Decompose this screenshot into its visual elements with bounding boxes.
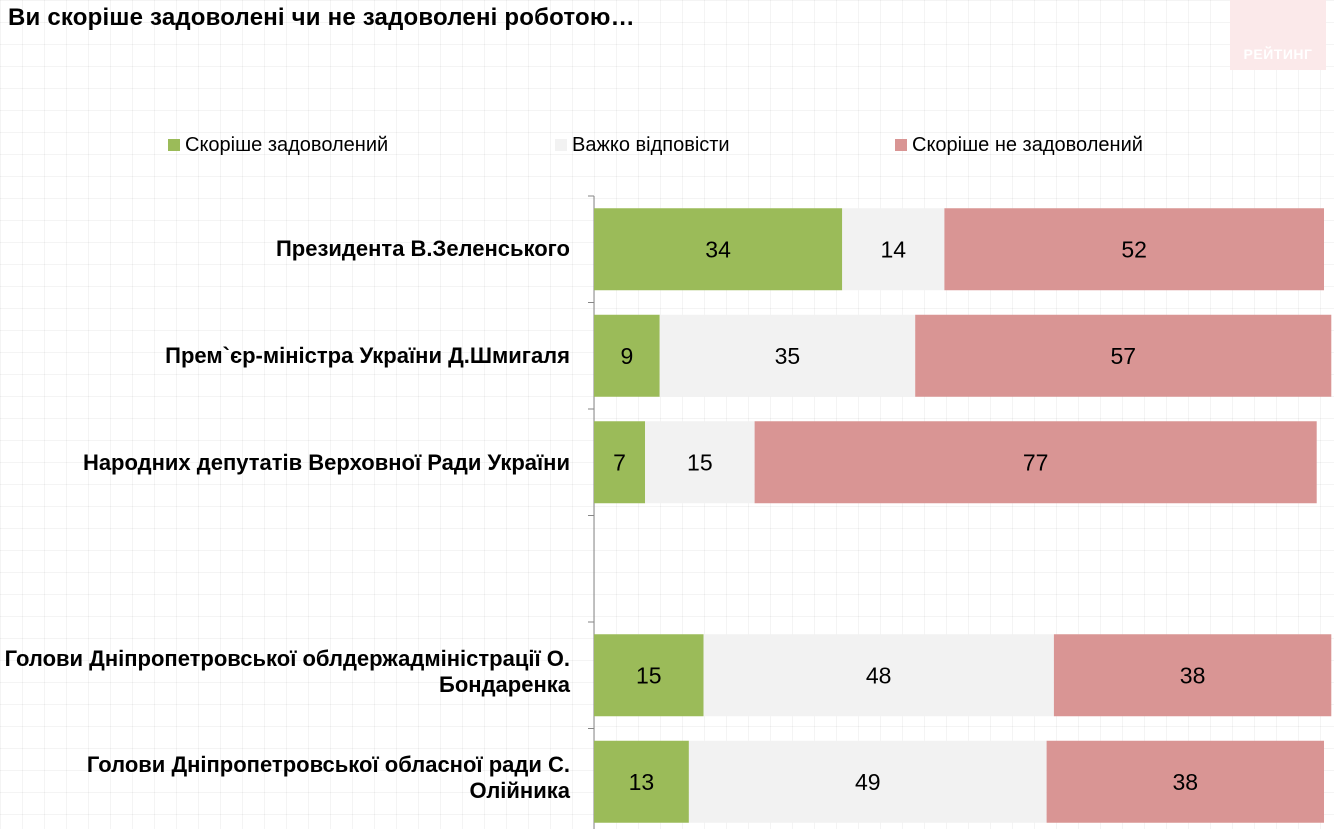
legend-label-satisfied: Скоріше задоволений xyxy=(185,133,389,156)
bar-not-satisfied xyxy=(754,421,1317,504)
legend-label-hard-to-say: Важко відповісти xyxy=(572,133,730,156)
bar-hard-to-say xyxy=(703,634,1054,717)
bar-hard-to-say xyxy=(842,208,945,291)
category-label-deputies: Народних депутатів Верховної Ради Україн… xyxy=(82,450,570,475)
bar-hard-to-say xyxy=(645,421,755,504)
bar-satisfied xyxy=(594,740,689,823)
bar-not-satisfied xyxy=(944,208,1324,291)
legend-item-not-satisfied: Скоріше не задоволений xyxy=(895,134,1143,156)
bar-value-label: 49 xyxy=(855,769,881,795)
legend-label-not-satisfied: Скоріше не задоволений xyxy=(912,133,1143,156)
bar-value-label: 52 xyxy=(1121,236,1147,262)
bar-not-satisfied xyxy=(915,314,1332,397)
bar-value-label: 7 xyxy=(613,449,626,475)
category-label-oliynyk: Голови Дніпропетровської обласної ради С… xyxy=(86,752,570,803)
bar-value-label: 34 xyxy=(705,236,731,262)
chart-title: Ви скоріше задоволені чи не задоволені р… xyxy=(8,4,635,31)
bar-not-satisfied xyxy=(1046,740,1324,823)
bar-value-label: 13 xyxy=(629,769,655,795)
bar-value-label: 77 xyxy=(1023,449,1049,475)
bar-value-label: 48 xyxy=(866,662,892,688)
legend-swatch-not-satisfied xyxy=(895,139,907,151)
category-label-shmyhal: Прем`єр-міністра України Д.Шмигаля xyxy=(165,343,570,368)
category-label-bondarenko: Голови Дніпропетровської облдержадмініст… xyxy=(4,646,570,697)
category-label-zelensky: Президента В.Зеленського xyxy=(275,236,570,261)
bar-value-label: 15 xyxy=(687,449,713,475)
bar-value-label: 35 xyxy=(775,343,801,369)
bar-hard-to-say xyxy=(659,314,916,397)
logo-text: РЕЙТИНГ xyxy=(1243,46,1313,62)
bar-value-label: 38 xyxy=(1180,662,1206,688)
bar-value-label: 38 xyxy=(1173,769,1199,795)
legend-swatch-hard-to-say xyxy=(555,139,567,151)
bar-satisfied xyxy=(594,314,660,397)
legend-item-hard-to-say: Важко відповісти xyxy=(555,134,730,156)
bar-value-label: 14 xyxy=(881,236,907,262)
bar-satisfied xyxy=(594,208,843,291)
legend-swatch-satisfied xyxy=(168,139,180,151)
bar-value-label: 15 xyxy=(636,662,662,688)
bar-hard-to-say xyxy=(688,740,1047,823)
bar-value-label: 57 xyxy=(1110,343,1136,369)
bar-satisfied xyxy=(594,634,704,717)
bar-not-satisfied xyxy=(1053,634,1332,717)
bar-satisfied xyxy=(594,421,646,504)
rating-logo: РЕЙТИНГ xyxy=(1230,0,1326,70)
legend-item-satisfied: Скоріше задоволений xyxy=(168,134,388,156)
bar-value-label: 9 xyxy=(620,343,633,369)
